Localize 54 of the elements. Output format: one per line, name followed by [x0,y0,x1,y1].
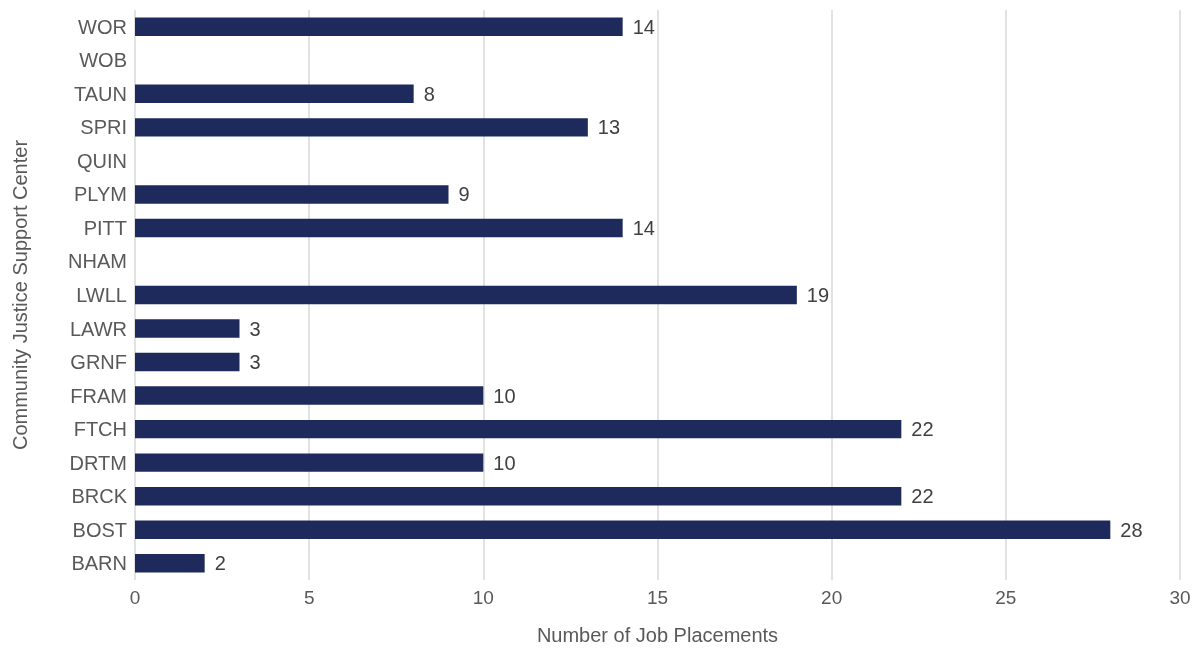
y-tick-label: BRCK [71,485,128,508]
y-tick-label: SPRI [80,116,127,139]
bar [135,218,623,238]
y-tick-label: NHAM [68,250,127,273]
x-tick-label: 20 [821,587,843,608]
x-tick-label: 5 [303,587,315,608]
y-tick-label: DRTM [69,451,127,474]
data-label: 10 [493,384,516,407]
bar [135,386,484,405]
y-tick-label: BARN [71,552,127,575]
data-label: 8 [423,82,435,105]
y-tick-label: FTCH [73,418,127,441]
x-tick-label: 15 [646,587,669,608]
y-tick-label: PITT [83,216,127,239]
data-label: 19 [806,284,830,306]
y-tick-label: LAWR [69,317,127,340]
x-tick-label: 0 [129,587,141,608]
data-label: 28 [1120,518,1143,541]
y-tick-label: WOR [78,15,127,38]
data-label: 22 [911,418,934,441]
y-tick-label: WOB [79,49,127,72]
bar [135,520,1111,539]
x-tick-label: 25 [995,587,1017,608]
bar [135,486,902,506]
bar [135,554,205,573]
data-label: 10 [493,451,516,474]
x-tick-label: 10 [472,587,494,608]
data-label: 2 [214,552,226,575]
data-label: 3 [249,351,261,374]
y-tick-label: QUIN [77,149,127,172]
bar [135,352,240,372]
bar [135,118,588,137]
y-tick-label: BOST [72,518,127,541]
bar [135,17,623,36]
y-tick-label: LWLL [76,284,127,306]
y-tick-label: PLYM [74,183,127,206]
data-label: 9 [458,183,470,206]
bar [135,185,449,204]
x-axis-title: Number of Job Placements [536,624,779,646]
y-axis-title: Community Justice Support Center [9,139,31,451]
y-tick-label: TAUN [74,82,127,105]
y-tick-label: GRNF [70,351,127,374]
bar [135,84,414,104]
data-label: 22 [911,485,934,508]
bar [135,319,240,338]
data-label: 14 [632,15,655,38]
bar [135,419,902,439]
y-tick-label: FRAM [70,384,127,407]
data-label: 3 [249,317,261,340]
bar [135,453,484,472]
data-label: 14 [632,216,655,239]
x-tick-label: 30 [1169,587,1191,608]
bar [135,285,797,305]
data-label: 13 [597,116,621,139]
